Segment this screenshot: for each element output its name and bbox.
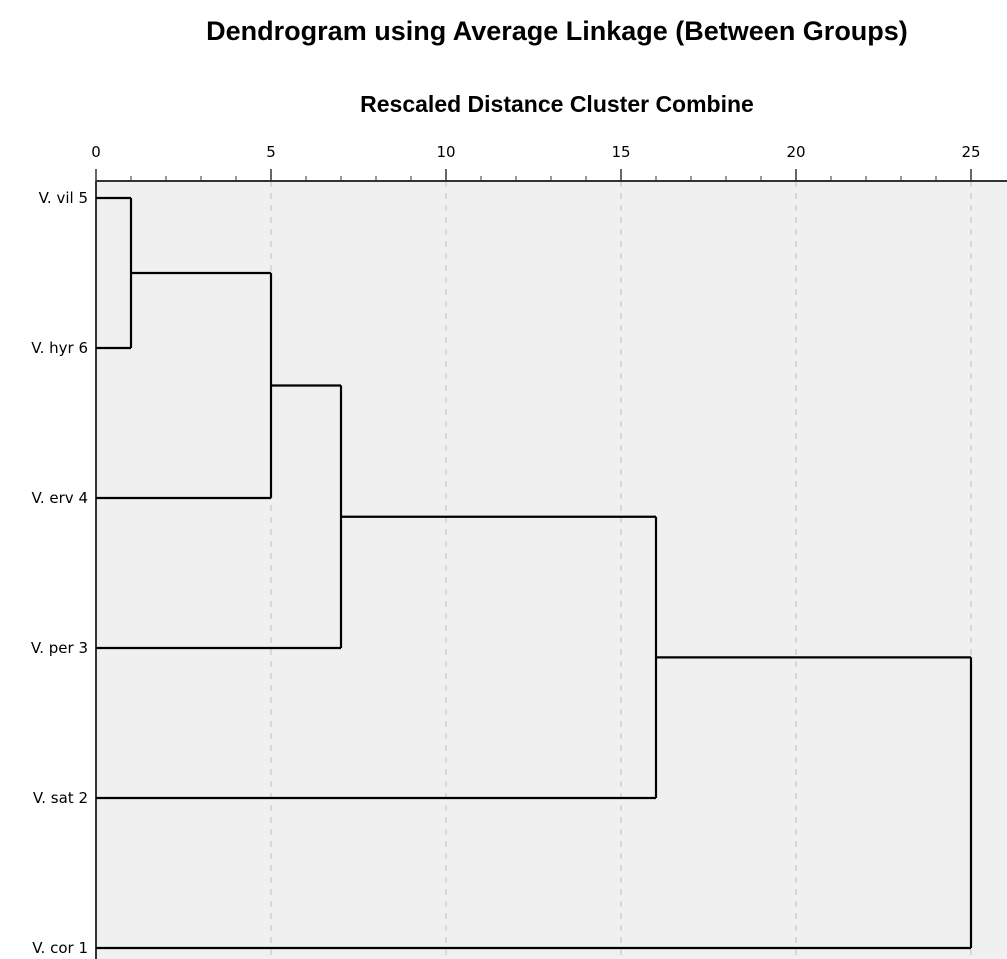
x-tick-label-0: 0 — [91, 143, 101, 161]
x-tick-label-15: 15 — [611, 143, 630, 161]
x-tick-label-20: 20 — [786, 143, 805, 161]
x-axis: 0 5 10 15 20 25 — [91, 143, 1007, 959]
x-tick-label-10: 10 — [436, 143, 455, 161]
leaf-labels: V. vil 5 V. hyr 6 V. erv 4 V. per 3 V. sat 2… — [31, 189, 88, 957]
x-axis-label: Rescaled Distance Cluster Combine — [360, 91, 754, 117]
leaf-label: V. hyr 6 — [31, 339, 88, 357]
leaf-label: V. cor 1 — [32, 939, 88, 957]
leaf-label: V. erv 4 — [32, 489, 88, 507]
x-tick-label-25: 25 — [961, 143, 980, 161]
chart-title: Dendrogram using Average Linkage (Betwee… — [206, 16, 908, 46]
leaf-label: V. per 3 — [31, 639, 88, 657]
plot-background — [96, 181, 1007, 959]
x-tick-label-5: 5 — [266, 143, 276, 161]
leaf-label: V. sat 2 — [33, 789, 88, 807]
dendrogram-tree — [96, 196, 973, 950]
leaf-label: V. vil 5 — [39, 189, 88, 207]
